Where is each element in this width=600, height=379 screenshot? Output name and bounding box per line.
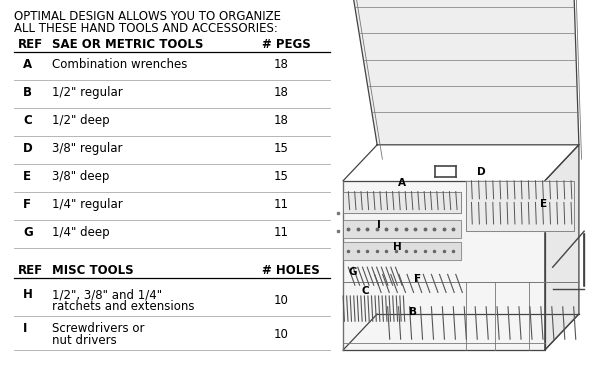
Text: # PEGS: # PEGS bbox=[262, 38, 311, 51]
Text: D: D bbox=[477, 167, 485, 177]
Polygon shape bbox=[466, 181, 574, 231]
Text: E: E bbox=[539, 199, 547, 209]
Text: G: G bbox=[349, 267, 357, 277]
Polygon shape bbox=[351, 0, 579, 145]
Text: B: B bbox=[23, 86, 32, 99]
Text: ratchets and extensions: ratchets and extensions bbox=[52, 300, 194, 313]
Text: 1/2", 3/8" and 1/4": 1/2", 3/8" and 1/4" bbox=[52, 288, 162, 301]
Text: REF: REF bbox=[18, 38, 43, 51]
Text: 15: 15 bbox=[274, 142, 289, 155]
Text: A: A bbox=[23, 58, 32, 71]
Polygon shape bbox=[343, 221, 461, 238]
Text: 11: 11 bbox=[274, 198, 289, 211]
Text: E: E bbox=[23, 170, 31, 183]
Text: A: A bbox=[398, 178, 406, 188]
Text: B: B bbox=[409, 307, 416, 317]
Text: 1/4" regular: 1/4" regular bbox=[52, 198, 123, 211]
Text: SAE OR METRIC TOOLS: SAE OR METRIC TOOLS bbox=[52, 38, 203, 51]
Text: I: I bbox=[377, 221, 381, 230]
Text: 3/8" deep: 3/8" deep bbox=[52, 170, 109, 183]
Text: 1/4" deep: 1/4" deep bbox=[52, 226, 110, 239]
Text: 10: 10 bbox=[274, 328, 289, 341]
Text: OPTIMAL DESIGN ALLOWS YOU TO ORGANIZE: OPTIMAL DESIGN ALLOWS YOU TO ORGANIZE bbox=[14, 10, 281, 23]
Text: G: G bbox=[23, 226, 33, 239]
Text: 18: 18 bbox=[274, 114, 289, 127]
Text: F: F bbox=[414, 274, 421, 284]
Text: C: C bbox=[23, 114, 32, 127]
Text: 18: 18 bbox=[274, 58, 289, 71]
Text: 1/2" deep: 1/2" deep bbox=[52, 114, 110, 127]
Text: 11: 11 bbox=[274, 226, 289, 239]
Text: C: C bbox=[361, 286, 369, 296]
Text: 3/8" regular: 3/8" regular bbox=[52, 142, 122, 155]
Text: I: I bbox=[23, 322, 28, 335]
Text: MISC TOOLS: MISC TOOLS bbox=[52, 264, 134, 277]
Polygon shape bbox=[343, 192, 461, 213]
Text: 10: 10 bbox=[274, 294, 289, 307]
Text: H: H bbox=[393, 242, 401, 252]
Text: # HOLES: # HOLES bbox=[262, 264, 320, 277]
Polygon shape bbox=[343, 181, 545, 350]
Text: Combination wrenches: Combination wrenches bbox=[52, 58, 187, 71]
Polygon shape bbox=[545, 145, 579, 350]
Text: D: D bbox=[23, 142, 33, 155]
Text: 18: 18 bbox=[274, 86, 289, 99]
Text: REF: REF bbox=[18, 264, 43, 277]
Text: ALL THESE HAND TOOLS AND ACCESSORIES:: ALL THESE HAND TOOLS AND ACCESSORIES: bbox=[14, 22, 278, 35]
Text: 15: 15 bbox=[274, 170, 289, 183]
Text: F: F bbox=[23, 198, 31, 211]
Text: H: H bbox=[23, 288, 33, 301]
Polygon shape bbox=[343, 242, 461, 260]
Text: nut drivers: nut drivers bbox=[52, 334, 117, 347]
Text: 1/2" regular: 1/2" regular bbox=[52, 86, 123, 99]
Text: Screwdrivers or: Screwdrivers or bbox=[52, 322, 145, 335]
